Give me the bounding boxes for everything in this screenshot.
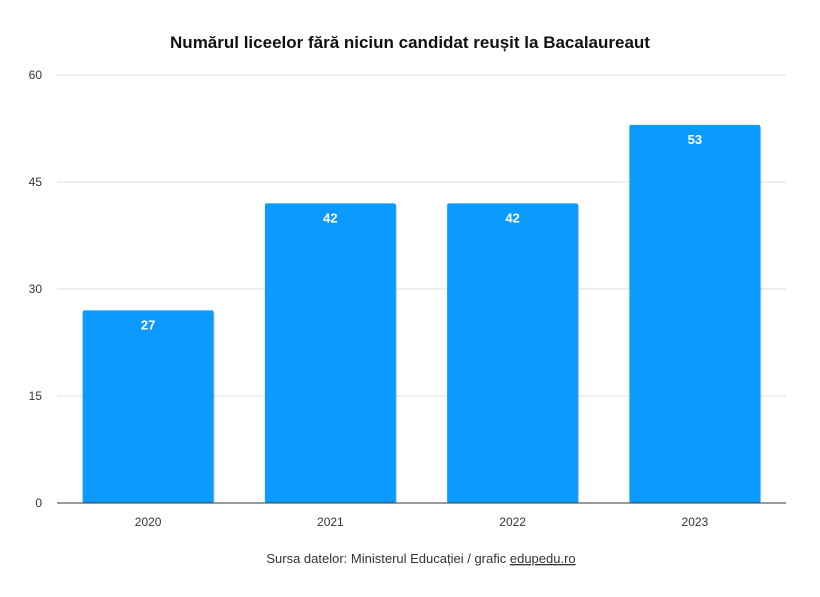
data-label: 42 xyxy=(505,210,519,225)
y-tick-label: 45 xyxy=(29,175,43,189)
x-tick-label: 2022 xyxy=(499,515,526,529)
x-tick-label: 2023 xyxy=(682,515,709,529)
bars xyxy=(82,124,762,503)
source-text: Sursa datelor: Ministerul Educației / gr… xyxy=(266,551,510,566)
y-tick-label: 60 xyxy=(29,68,43,82)
data-label: 53 xyxy=(688,132,702,147)
y-tick-label: 30 xyxy=(29,282,43,296)
x-axis-ticks: 2020 2021 2022 2023 xyxy=(135,515,709,529)
bar-2022 xyxy=(447,203,579,503)
bar-2023 xyxy=(629,124,761,503)
x-tick-label: 2020 xyxy=(135,515,162,529)
y-tick-label: 0 xyxy=(35,496,42,510)
data-labels: 27 42 42 53 xyxy=(141,132,702,332)
data-label: 42 xyxy=(323,210,337,225)
source-link[interactable]: edupedu.ro xyxy=(510,551,576,566)
x-tick-label: 2021 xyxy=(317,515,344,529)
source-note: Sursa datelor: Ministerul Educației / gr… xyxy=(266,551,575,566)
bar-2020 xyxy=(82,310,214,503)
data-label: 27 xyxy=(141,317,155,332)
chart-title: Numărul liceelor fără niciun candidat re… xyxy=(170,33,650,52)
bar-2021 xyxy=(264,203,396,503)
y-axis-ticks: 0 15 30 45 60 xyxy=(29,68,43,510)
y-tick-label: 15 xyxy=(29,389,43,403)
